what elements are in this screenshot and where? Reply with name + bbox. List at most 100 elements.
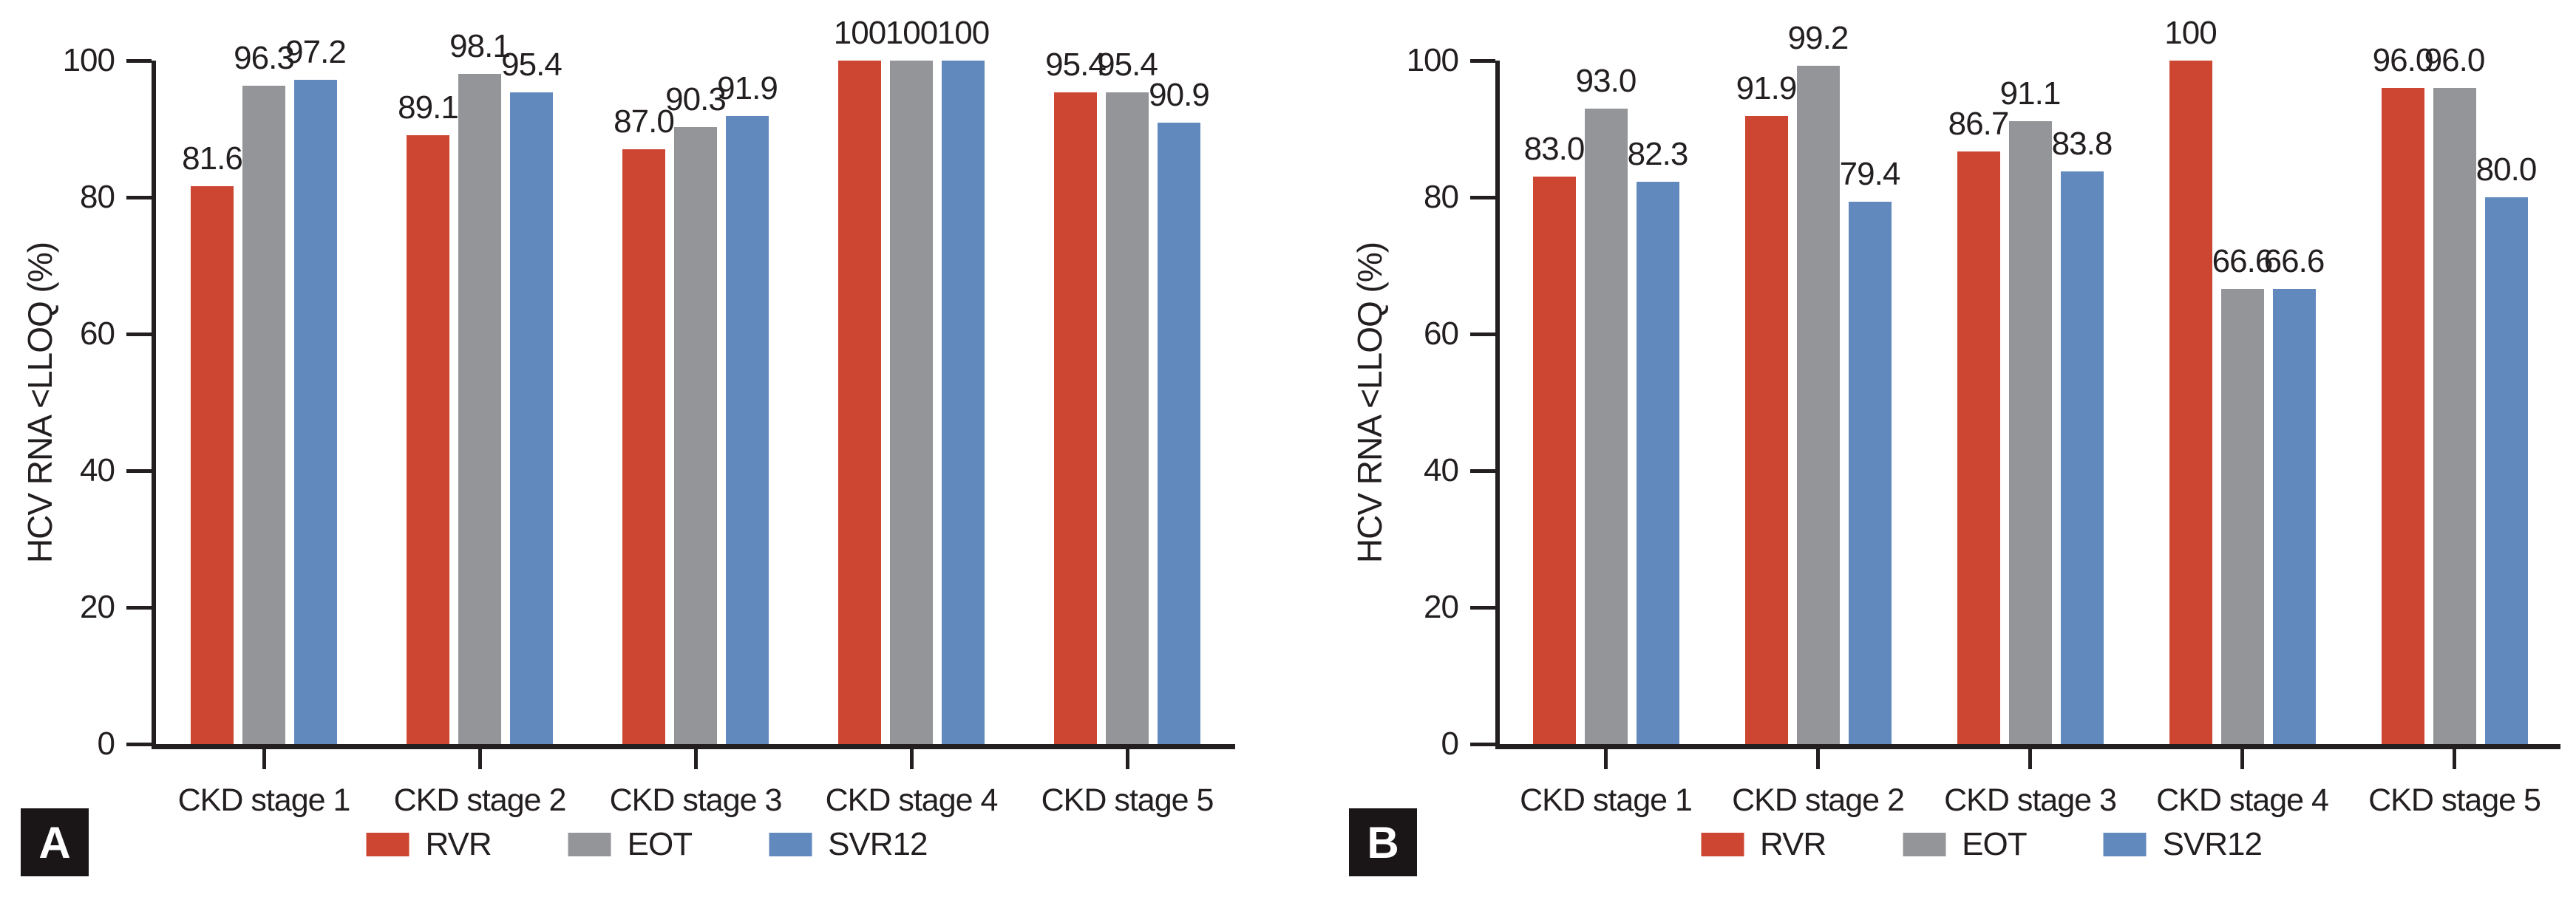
- plot-area: 0 20 40 60 80 100 83.0 93.0 82.3 CKD stage 1 91.9 9…: [1407, 15, 2560, 818]
- bar-value-label: 83.8: [2051, 125, 2113, 162]
- legend-item-rvr: RVR: [1701, 826, 1826, 863]
- y-tick-label: 40: [80, 452, 115, 488]
- legend-swatch-svr12: [2103, 833, 2147, 856]
- bar-svr12-stage-3: [2060, 171, 2104, 744]
- bar-value-label: 87.0: [614, 103, 675, 140]
- panel-b: HCV RNA <LLOQ (%) 0 20 40 60 80 100 83.0 93.0 82.…: [1288, 0, 2575, 897]
- y-tick-label: 100: [62, 42, 115, 78]
- bar-value-label: 90.9: [1149, 77, 1210, 114]
- x-tick-mark: [1816, 749, 1820, 769]
- x-tick-mark: [909, 749, 914, 769]
- legend-item-eot: EOT: [1903, 826, 2028, 863]
- bar-eot-stage-3: [2008, 121, 2052, 744]
- bar-eot-stage-2: [458, 73, 501, 744]
- bar-value-label: 81.6: [182, 140, 243, 177]
- bar-svr12-stage-2: [510, 92, 553, 744]
- legend-label: SVR12: [2162, 826, 2263, 862]
- y-tick-label: 20: [80, 589, 115, 625]
- y-tick-label: 0: [97, 726, 116, 762]
- bar-value-label: 66.6: [2212, 242, 2274, 279]
- bar-value-label: 89.1: [398, 89, 459, 126]
- x-tick-label: CKD stage 1: [177, 782, 351, 818]
- legend-label: SVR12: [828, 826, 928, 862]
- y-tick-mark: [1470, 332, 1495, 336]
- legend-item-rvr: RVR: [366, 826, 492, 863]
- legend-swatch-eot: [568, 833, 611, 856]
- legend-item-svr12: SVR12: [2103, 826, 2263, 863]
- bar-value-label: 95.4: [1045, 46, 1107, 83]
- bar-svr12-stage-1: [294, 79, 337, 744]
- bar-value-label: 96.0: [2424, 42, 2486, 78]
- bar-value-label: 91.1: [1999, 75, 2062, 112]
- bar-rvr-stage-1: [191, 186, 234, 744]
- x-tick-label: CKD stage 5: [1041, 782, 1214, 818]
- y-axis-label: HCV RNA <LLOQ (%): [1350, 242, 1389, 563]
- x-tick-mark: [693, 749, 698, 769]
- bar-value-label: 100: [2164, 15, 2217, 51]
- x-tick-mark: [262, 749, 266, 769]
- bar-value-label: 96.0: [2372, 42, 2434, 78]
- bar-value-label: 100: [833, 15, 886, 51]
- bar-eot-stage-4: [2220, 288, 2264, 744]
- y-tick-label: 0: [1441, 726, 1460, 762]
- y-tick-label: 80: [1424, 179, 1459, 215]
- x-tick-label: CKD stage 4: [2156, 782, 2329, 818]
- x-tick-label: CKD stage 2: [1732, 782, 1905, 818]
- bar-svr12-stage-1: [1636, 181, 1679, 744]
- bar-eot-stage-5: [1106, 92, 1149, 744]
- bar-value-label: 100: [937, 15, 990, 51]
- y-tick-label: 60: [1424, 316, 1459, 352]
- y-tick-mark: [1470, 58, 1495, 63]
- y-tick-mark: [126, 195, 152, 199]
- bar-value-label: 97.2: [285, 33, 347, 70]
- x-tick-label: CKD stage 5: [2368, 782, 2541, 818]
- legend-label: EOT: [1962, 826, 2027, 862]
- bar-rvr-stage-2: [1744, 115, 1788, 744]
- y-tick-label: 20: [1424, 589, 1459, 625]
- bar-value-label: 100: [885, 15, 938, 51]
- bar-value-label: 83.0: [1523, 131, 1586, 168]
- y-tick-label: 40: [1424, 452, 1459, 488]
- bar-rvr-stage-4: [2169, 61, 2212, 744]
- bar-svr12-stage-3: [726, 115, 769, 744]
- legend-label: EOT: [627, 826, 693, 862]
- bar-rvr-stage-5: [2381, 88, 2424, 744]
- y-tick-mark: [1470, 605, 1495, 610]
- x-tick-label: CKD stage 4: [825, 782, 999, 818]
- x-tick-label: CKD stage 1: [1520, 782, 1693, 818]
- bar-value-label: 86.7: [1948, 106, 2010, 143]
- y-tick-label: 100: [1406, 42, 1459, 78]
- legend-label: RVR: [1760, 826, 1826, 862]
- y-tick-mark: [126, 468, 152, 473]
- bar-svr12-stage-4: [2272, 288, 2316, 744]
- bar-svr12-stage-5: [1158, 123, 1200, 744]
- x-tick-mark: [2028, 749, 2032, 769]
- y-tick-mark: [126, 58, 152, 63]
- panel-badge-b: B: [1349, 808, 1417, 876]
- bar-value-label: 91.9: [717, 69, 778, 106]
- y-axis-label: HCV RNA <LLOQ (%): [21, 242, 59, 563]
- bar-svr12-stage-5: [2484, 197, 2528, 744]
- legend-swatch-svr12: [769, 833, 812, 856]
- x-tick-mark: [478, 749, 482, 769]
- x-tick-label: CKD stage 3: [609, 782, 783, 818]
- x-tick-mark: [2240, 749, 2244, 769]
- bar-value-label: 82.3: [1627, 135, 1689, 172]
- plot-area: 0 20 40 60 80 100 81.6 96.3 97.2 CKD stage 1 89.1 9…: [63, 15, 1235, 818]
- bar-rvr-stage-5: [1054, 92, 1097, 744]
- legend-swatch-rvr: [1701, 833, 1744, 856]
- panel-a: HCV RNA <LLOQ (%) 0 20 40 60 80 100 81.6 96.3 97.…: [21, 15, 1235, 876]
- legend-item-svr12: SVR12: [769, 826, 928, 863]
- bar-value-label: 95.4: [501, 46, 563, 83]
- y-tick-mark: [1470, 468, 1495, 473]
- bar-value-label: 66.6: [2263, 242, 2325, 279]
- y-tick-mark: [1470, 742, 1495, 746]
- x-tick-mark: [1604, 749, 1608, 769]
- panel-badge-a: A: [21, 808, 89, 876]
- legend-swatch-rvr: [366, 833, 409, 856]
- y-tick-mark: [126, 332, 152, 336]
- y-tick-mark: [1470, 195, 1495, 199]
- x-tick-mark: [1125, 749, 1129, 769]
- bar-eot-stage-1: [242, 86, 285, 744]
